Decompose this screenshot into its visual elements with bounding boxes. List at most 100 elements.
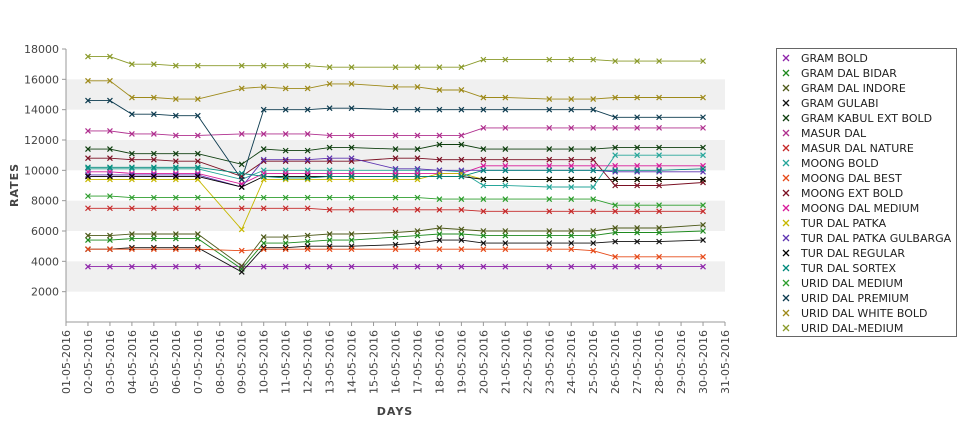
legend-marker xyxy=(782,54,790,62)
data-point xyxy=(238,226,245,233)
data-point xyxy=(172,205,179,212)
legend-label: URID DAL MEDIUM xyxy=(801,277,903,290)
data-point xyxy=(392,132,399,139)
legend-label: GRAM KABUL EXT BOLD xyxy=(801,112,932,125)
data-point xyxy=(282,174,289,181)
legend-label: TUR DAL PATKA GULBARGA xyxy=(800,232,952,245)
data-point xyxy=(546,56,553,63)
data-point xyxy=(612,225,619,231)
data-point xyxy=(436,156,443,163)
data-point xyxy=(304,232,311,239)
data-point xyxy=(436,167,443,174)
data-point xyxy=(128,171,135,178)
data-point xyxy=(502,94,509,101)
x-tick-label: 30-05-2016 xyxy=(697,330,710,394)
data-point xyxy=(546,96,553,102)
x-tick-label: 20-05-2016 xyxy=(477,330,490,394)
x-tick-label: 22-05-2016 xyxy=(521,330,534,394)
data-point xyxy=(700,222,706,228)
data-point xyxy=(436,231,443,237)
data-point xyxy=(414,155,421,162)
data-point xyxy=(414,246,421,253)
data-point xyxy=(546,228,553,234)
data-point xyxy=(238,184,245,190)
data-point xyxy=(150,194,157,201)
data-point xyxy=(304,85,311,92)
y-tick-label: 16000 xyxy=(24,73,59,86)
legend-box xyxy=(776,48,957,337)
data-point xyxy=(612,229,619,236)
data-point xyxy=(172,96,179,102)
data-point xyxy=(480,162,487,169)
legend-marker xyxy=(782,204,790,212)
data-point xyxy=(656,124,663,131)
x-tick-label: 04-05-2016 xyxy=(126,330,139,394)
data-point xyxy=(612,162,619,169)
data-point xyxy=(480,176,487,183)
data-point xyxy=(238,161,245,168)
data-point xyxy=(150,231,157,237)
data-point xyxy=(128,231,135,237)
data-point xyxy=(260,246,267,253)
data-point xyxy=(107,246,113,253)
legend-marker xyxy=(782,144,790,152)
data-point xyxy=(480,106,487,113)
x-tick-label: 10-05-2016 xyxy=(258,330,271,394)
data-point xyxy=(304,158,311,165)
data-point xyxy=(656,238,663,245)
data-point xyxy=(568,176,575,183)
data-point xyxy=(107,77,113,84)
data-point xyxy=(194,96,201,102)
data-point xyxy=(458,226,465,233)
data-point xyxy=(656,182,663,189)
data-point xyxy=(502,228,509,234)
legend-marker xyxy=(782,249,790,257)
data-point xyxy=(150,171,157,178)
data-point xyxy=(634,124,641,131)
data-point xyxy=(568,96,575,102)
data-point xyxy=(150,61,157,68)
data-point xyxy=(85,155,91,162)
data-point xyxy=(128,246,135,253)
data-point xyxy=(546,176,553,183)
data-point xyxy=(458,263,465,270)
legend-label: GRAM DAL BIDAR xyxy=(801,67,897,80)
data-point xyxy=(282,173,289,180)
data-point xyxy=(128,205,135,212)
data-point xyxy=(172,62,179,69)
data-point xyxy=(546,208,553,215)
data-point xyxy=(502,240,509,247)
legend-marker xyxy=(782,234,790,242)
data-point xyxy=(194,235,201,242)
data-point xyxy=(392,155,399,162)
data-point xyxy=(282,62,289,69)
data-point xyxy=(304,238,311,245)
data-point xyxy=(414,232,421,239)
y-tick-label: 8000 xyxy=(31,195,59,208)
data-point xyxy=(700,253,706,260)
data-point xyxy=(282,194,289,201)
legend-label: GRAM DAL INDORE xyxy=(801,82,906,95)
data-point xyxy=(304,205,311,212)
data-point xyxy=(612,152,619,159)
x-tick-label: 25-05-2016 xyxy=(587,330,600,394)
x-tick-label: 08-05-2016 xyxy=(214,330,227,394)
data-point xyxy=(700,94,706,101)
x-tick-label: 05-05-2016 xyxy=(148,330,161,394)
data-point xyxy=(480,246,487,253)
data-point xyxy=(85,232,91,239)
data-point xyxy=(436,87,443,93)
data-point xyxy=(656,253,663,260)
data-point xyxy=(128,61,135,68)
data-point xyxy=(150,173,157,180)
data-point xyxy=(480,167,487,174)
legend-label: MASUR DAL xyxy=(801,127,867,140)
data-point xyxy=(282,106,289,113)
data-point xyxy=(612,94,619,101)
data-point xyxy=(656,58,663,65)
data-point xyxy=(282,234,289,240)
data-point xyxy=(634,202,641,209)
data-point xyxy=(128,150,135,157)
data-point xyxy=(546,246,553,253)
data-point xyxy=(326,132,333,139)
